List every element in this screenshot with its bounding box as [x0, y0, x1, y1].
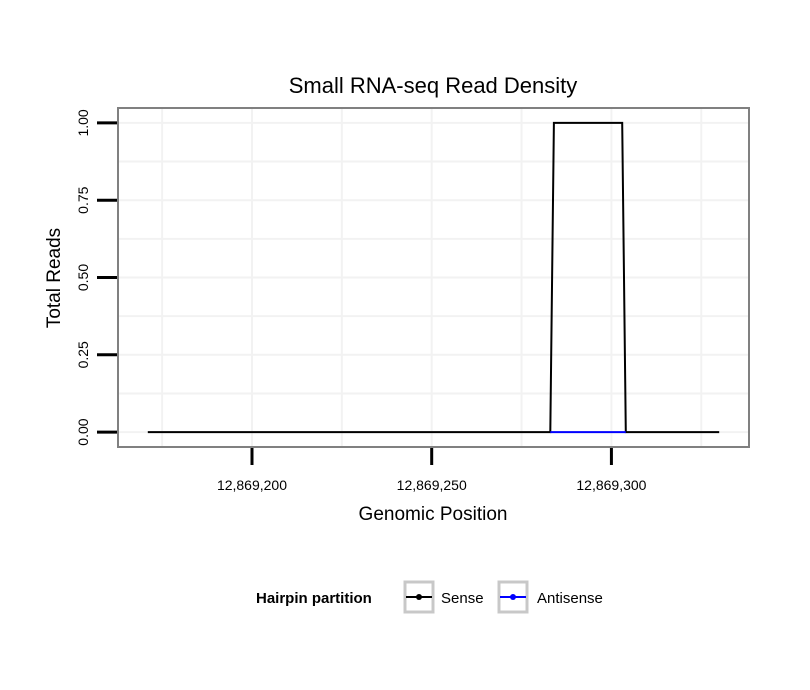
y-tick-label: 0.75	[75, 186, 91, 213]
legend-point-sense	[416, 594, 422, 600]
y-axis: 0.00 0.25 0.50 0.75 1.00	[75, 109, 117, 446]
x-tick-label: 12,869,200	[217, 477, 287, 493]
series-line-sense	[147, 121, 720, 434]
legend-point-antisense	[510, 594, 516, 600]
x-axis-label: Genomic Position	[359, 504, 508, 525]
chart-title: Small RNA-seq Read Density	[289, 73, 578, 98]
legend: Hairpin partition Sense Antisense	[256, 580, 603, 614]
grid	[119, 109, 748, 446]
y-tick-label: 0.25	[75, 341, 91, 368]
x-tick-label: 12,869,250	[397, 477, 467, 493]
y-tick-label: 1.00	[75, 109, 91, 136]
y-tick-label: 0.00	[75, 418, 91, 445]
series-layer	[147, 121, 720, 434]
x-axis: 12,869,200 12,869,250 12,869,300	[217, 448, 647, 493]
y-tick-label: 0.50	[75, 264, 91, 291]
legend-title: Hairpin partition	[256, 590, 372, 607]
legend-label-antisense: Antisense	[537, 590, 603, 607]
x-tick-label: 12,869,300	[576, 477, 646, 493]
y-axis-label: Total Reads	[44, 228, 65, 328]
plot-border	[117, 107, 750, 448]
legend-label-sense: Sense	[441, 590, 484, 607]
